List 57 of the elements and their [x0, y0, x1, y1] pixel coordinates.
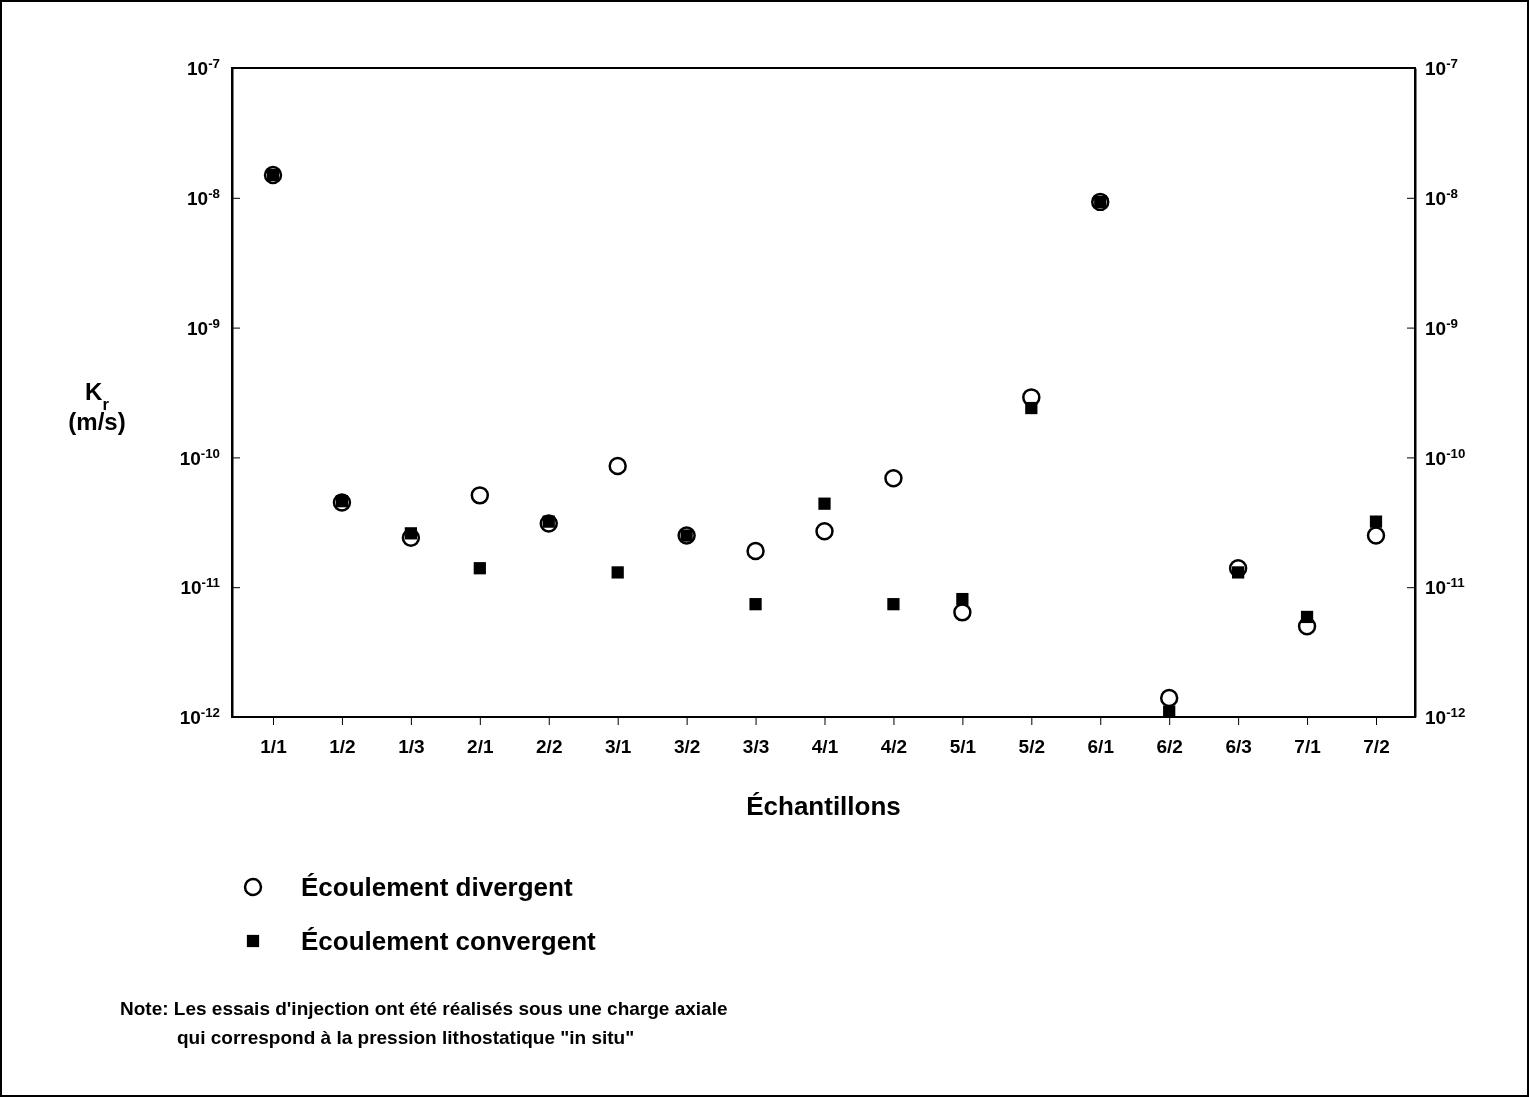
x-tick-label: 3/2: [673, 735, 701, 757]
point: [1159, 688, 1179, 708]
point: [953, 603, 972, 622]
text: 10$^{-12}$: [179, 704, 220, 729]
point: [746, 541, 765, 561]
x-tick-label: 3/3: [742, 735, 770, 757]
point: [470, 486, 490, 505]
point: [1297, 617, 1317, 636]
x-tick-label: 5/1: [949, 735, 977, 757]
point: [401, 528, 421, 548]
x-tick-label: 6/2: [1156, 735, 1183, 757]
point: [473, 562, 486, 575]
y-tick-label: 10$^{-9}$: [1425, 315, 1458, 339]
x-tick-label: 6/1: [1087, 735, 1115, 757]
x-tick-label: 7/1: [1294, 735, 1322, 757]
x-tick-label: 1/1: [260, 735, 288, 757]
point: [749, 598, 762, 611]
point: [1022, 388, 1041, 407]
text: 10$^{-9}$: [187, 315, 220, 339]
text: 10$^{-7}$: [187, 55, 220, 80]
y-tick-label: 10$^{-11}$: [1425, 574, 1466, 599]
point: [539, 514, 558, 533]
point: [1025, 401, 1038, 415]
point: [1369, 515, 1383, 528]
x-tick-label: 2/2: [536, 735, 563, 757]
point: [887, 598, 900, 611]
point: [1228, 559, 1248, 578]
x-tick-label: 3/1: [604, 735, 632, 757]
y-tick-label: 10$^{-10}$: [1425, 445, 1466, 469]
x-tick-label: 6/3: [1225, 735, 1252, 757]
legend-label: Écoulement convergent: [301, 926, 597, 957]
x-tick-label: 7/2: [1363, 735, 1390, 757]
point: [956, 592, 969, 606]
y-axis-title: K$_{r}$ (m/s): [68, 378, 126, 435]
y-tick-label: 10$^{-12}$: [1425, 704, 1466, 729]
point: [608, 456, 627, 476]
x-axis-title: Échantillons: [746, 791, 901, 821]
text: 10$^{-10}$: [179, 445, 220, 469]
x-tick-label: 5/2: [1018, 735, 1046, 757]
text: 10$^{-11}$: [180, 574, 220, 599]
x-tick-label: 4/2: [880, 735, 908, 757]
x-tick-label: 4/1: [811, 735, 839, 757]
x-tick-label: 2/1: [467, 735, 494, 757]
point: [1366, 526, 1386, 545]
y-tick-label: 10$^{-7}$: [1425, 55, 1458, 80]
point: [1300, 610, 1314, 624]
point: [884, 469, 903, 488]
point: [611, 566, 624, 579]
point: [815, 522, 834, 541]
point: [818, 497, 831, 510]
text: Note: Les essais d'injection ont été réalisés sous une charge axiale qui correspond à la pression lithostatique "in situ": [120, 998, 728, 1048]
y-tick-label: 10$^{-8}$: [1425, 185, 1458, 209]
point: [332, 493, 352, 512]
legend-label: Écoulement divergent: [301, 872, 573, 903]
x-tick-label: 1/3: [398, 735, 425, 757]
x-tick-label: 1/2: [329, 735, 356, 757]
text: 10$^{-8}$: [187, 185, 220, 209]
